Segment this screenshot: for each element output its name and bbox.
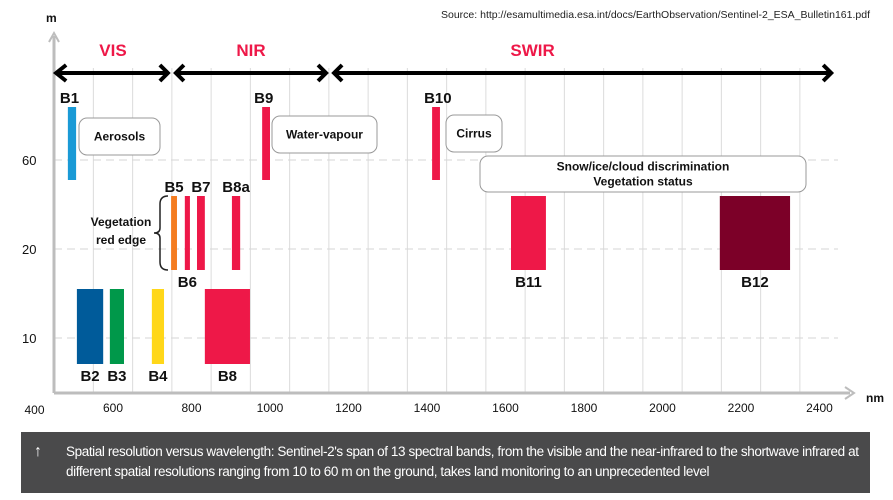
annotation-box (479, 155, 807, 193)
arrow-left-icon (52, 63, 68, 83)
band-bar-b11 (510, 196, 546, 270)
y-axis-label: m (46, 11, 57, 25)
band-label-b5: B5 (164, 179, 183, 196)
arrow-right-icon (316, 63, 329, 83)
band-label-b1: B1 (60, 90, 79, 107)
band-bar-b8 (204, 289, 250, 364)
band-label-b12: B12 (741, 274, 769, 291)
band-bar-b1 (67, 107, 77, 180)
x-tick-label: 600 (103, 401, 123, 415)
x-tick-label: 400 (24, 403, 44, 417)
band-label-b6: B6 (178, 274, 197, 291)
band-label-b3: B3 (107, 368, 126, 385)
arrow-left-icon (173, 63, 186, 83)
annotation-text: Vegetation status (593, 175, 693, 189)
caption-text: Spatial resolution versus wavelength: Se… (66, 444, 859, 479)
annotation-box (78, 117, 161, 156)
brace-icon (153, 195, 169, 271)
annotation-text: Cirrus (456, 127, 492, 141)
arrow-right-icon (158, 63, 171, 83)
band-bar-b7 (196, 196, 205, 270)
caption-box: ↑ Spatial resolution versus wavelength: … (21, 432, 870, 493)
band-bar-b10 (432, 107, 440, 180)
region-label-vis: VIS (99, 41, 126, 60)
x-tick-label: 2000 (649, 401, 676, 415)
band-bar-b5 (171, 196, 177, 270)
annotation-text: Aerosols (94, 130, 146, 144)
band-label-b9: B9 (254, 90, 273, 107)
y-tick-label: 20 (22, 242, 36, 257)
x-tick-label: 2400 (806, 401, 833, 415)
annotation-text: Vegetation (91, 215, 152, 229)
band-label-b11: B11 (515, 274, 542, 291)
band-bar-b4 (151, 289, 165, 364)
arrow-left-icon (331, 63, 344, 83)
band-label-b8a: B8a (222, 179, 250, 196)
y-axis-arrow-icon (48, 30, 60, 43)
annotation-box (271, 115, 378, 154)
arrow-right-icon (821, 63, 835, 83)
x-axis-label: nm (866, 391, 884, 405)
x-tick-label: 1600 (492, 401, 519, 415)
band-bar-b8a (231, 196, 241, 270)
band-bar-b6 (184, 196, 190, 270)
x-tick-label: 1800 (571, 401, 598, 415)
x-tick-label: 2200 (728, 401, 755, 415)
y-tick-label: 10 (22, 331, 36, 346)
annotation-text: Water-vapour (286, 128, 363, 142)
x-axis-arrow-icon (844, 386, 856, 400)
x-tick-label: 1000 (257, 401, 284, 415)
source-note: Source: http://esamultimedia.esa.int/doc… (441, 9, 870, 21)
annotation-text: red edge (96, 233, 146, 247)
band-label-b10: B10 (424, 90, 452, 107)
band-bar-b9 (262, 107, 270, 180)
x-tick-label: 1200 (335, 401, 362, 415)
band-bar-b3 (109, 289, 124, 364)
annotation-text: Snow/ice/cloud discrimination (557, 160, 730, 174)
band-label-b7: B7 (191, 179, 210, 196)
x-tick-label: 1400 (414, 401, 441, 415)
annotation-box (445, 114, 503, 153)
band-label-b8: B8 (218, 368, 237, 385)
band-label-b2: B2 (80, 368, 99, 385)
region-label-swir: SWIR (510, 41, 554, 60)
band-bar-b2 (76, 289, 104, 364)
band-bar-b12 (719, 196, 791, 270)
band-label-b4: B4 (148, 368, 168, 385)
y-tick-label: 60 (22, 153, 36, 168)
x-tick-label: 800 (181, 401, 201, 415)
arrow-up-icon: ↑ (34, 443, 42, 460)
band-chart: 60 20 10 m nm 400 600 800 1000 1200 1400 1600 1800 20… (22, 11, 884, 417)
region-label-nir: NIR (236, 41, 265, 60)
